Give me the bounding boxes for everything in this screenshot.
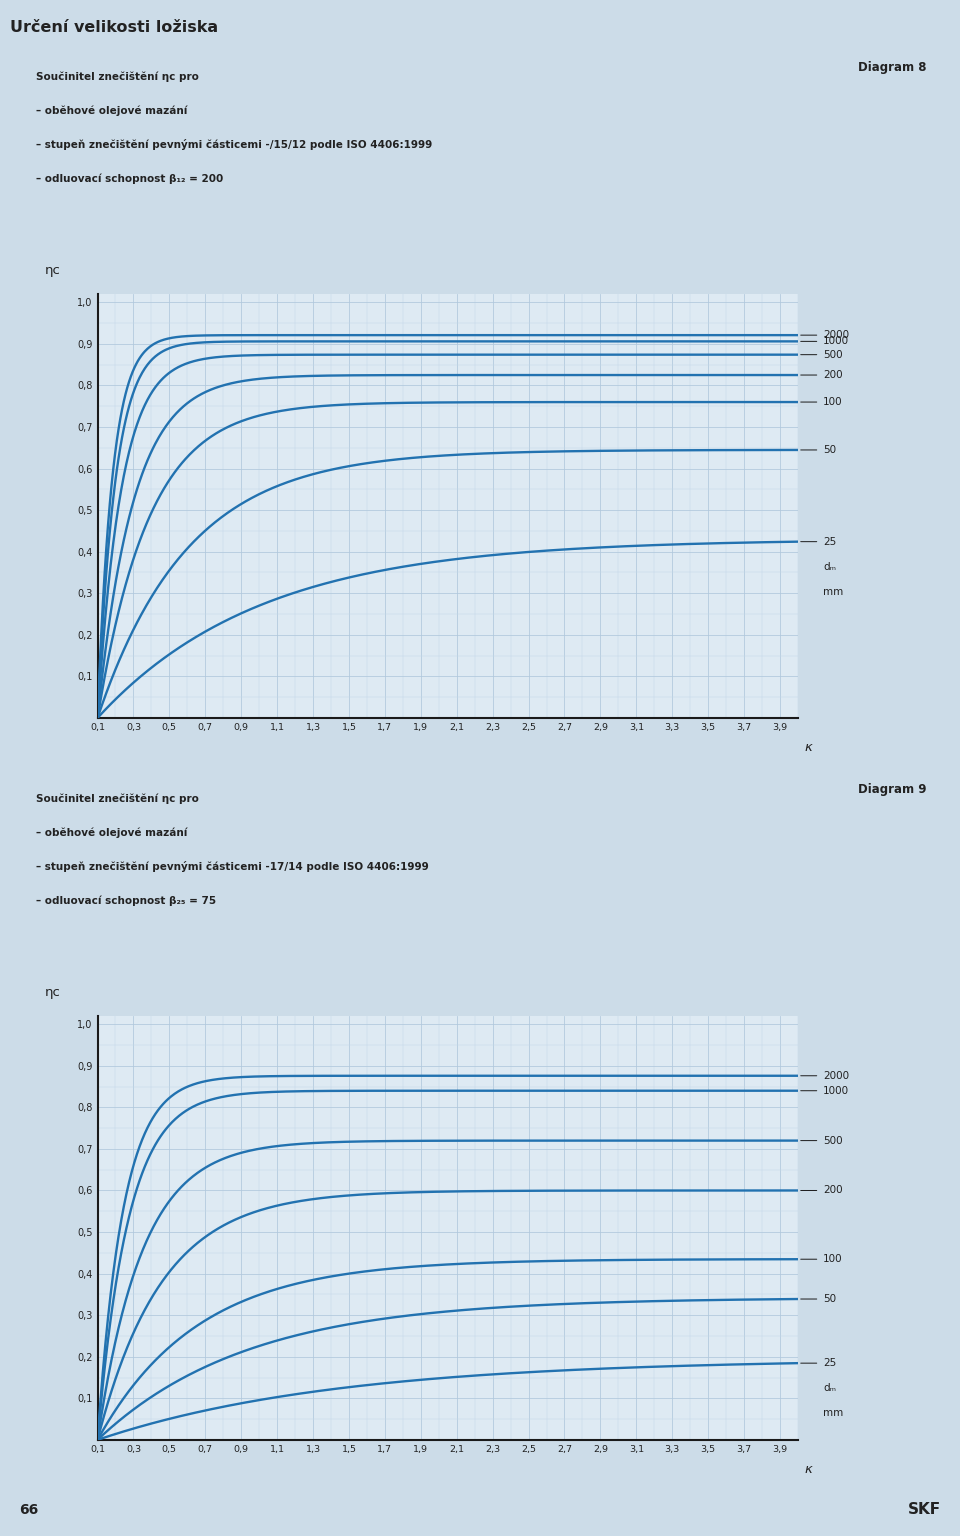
Text: Diagram 9: Diagram 9 bbox=[858, 783, 927, 796]
Text: 100: 100 bbox=[823, 1255, 843, 1264]
Text: Diagram 8: Diagram 8 bbox=[858, 61, 927, 74]
Text: 200: 200 bbox=[823, 1186, 843, 1195]
Text: – stupeň znečištění pevnými částicemi -17/14 podle ISO 4406:1999: – stupeň znečištění pevnými částicemi -1… bbox=[36, 862, 428, 872]
Text: κ: κ bbox=[804, 742, 813, 754]
Text: dₘ: dₘ bbox=[823, 1382, 836, 1393]
Text: κ: κ bbox=[804, 1464, 813, 1476]
Text: 66: 66 bbox=[19, 1502, 38, 1518]
Text: – stupeň znečištění pevnými částicemi -/15/12 podle ISO 4406:1999: – stupeň znečištění pevnými částicemi -/… bbox=[36, 140, 432, 151]
Text: mm: mm bbox=[823, 587, 843, 596]
Text: ηc: ηc bbox=[45, 986, 60, 998]
Text: 2000: 2000 bbox=[823, 330, 850, 339]
Text: Součinitel znečištění ηc pro: Součinitel znečištění ηc pro bbox=[36, 794, 199, 803]
Text: Součinitel znečištění ηc pro: Součinitel znečištění ηc pro bbox=[36, 71, 199, 81]
Text: ηc: ηc bbox=[45, 264, 60, 276]
Text: 25: 25 bbox=[823, 536, 836, 547]
Text: SKF: SKF bbox=[908, 1502, 941, 1518]
Text: 1000: 1000 bbox=[823, 1086, 850, 1095]
Text: 500: 500 bbox=[823, 350, 843, 359]
Text: 200: 200 bbox=[823, 370, 843, 379]
Text: dₘ: dₘ bbox=[823, 562, 836, 571]
Text: 2000: 2000 bbox=[823, 1071, 850, 1081]
Text: – odluovací schopnost β₂₅ = 75: – odluovací schopnost β₂₅ = 75 bbox=[36, 895, 216, 906]
Text: 500: 500 bbox=[823, 1135, 843, 1146]
Text: 1000: 1000 bbox=[823, 336, 850, 347]
Text: 50: 50 bbox=[823, 1293, 836, 1304]
Text: mm: mm bbox=[823, 1409, 843, 1418]
Text: 25: 25 bbox=[823, 1358, 836, 1369]
Text: 50: 50 bbox=[823, 445, 836, 455]
Text: Určení velikosti ložiska: Určení velikosti ložiska bbox=[10, 20, 218, 35]
Text: – oběhové olejové mazání: – oběhové olejové mazání bbox=[36, 106, 187, 115]
Text: – odluovací schopnost β₁₂ = 200: – odluovací schopnost β₁₂ = 200 bbox=[36, 174, 223, 184]
Text: 100: 100 bbox=[823, 396, 843, 407]
Text: – oběhové olejové mazání: – oběhové olejové mazání bbox=[36, 828, 187, 837]
